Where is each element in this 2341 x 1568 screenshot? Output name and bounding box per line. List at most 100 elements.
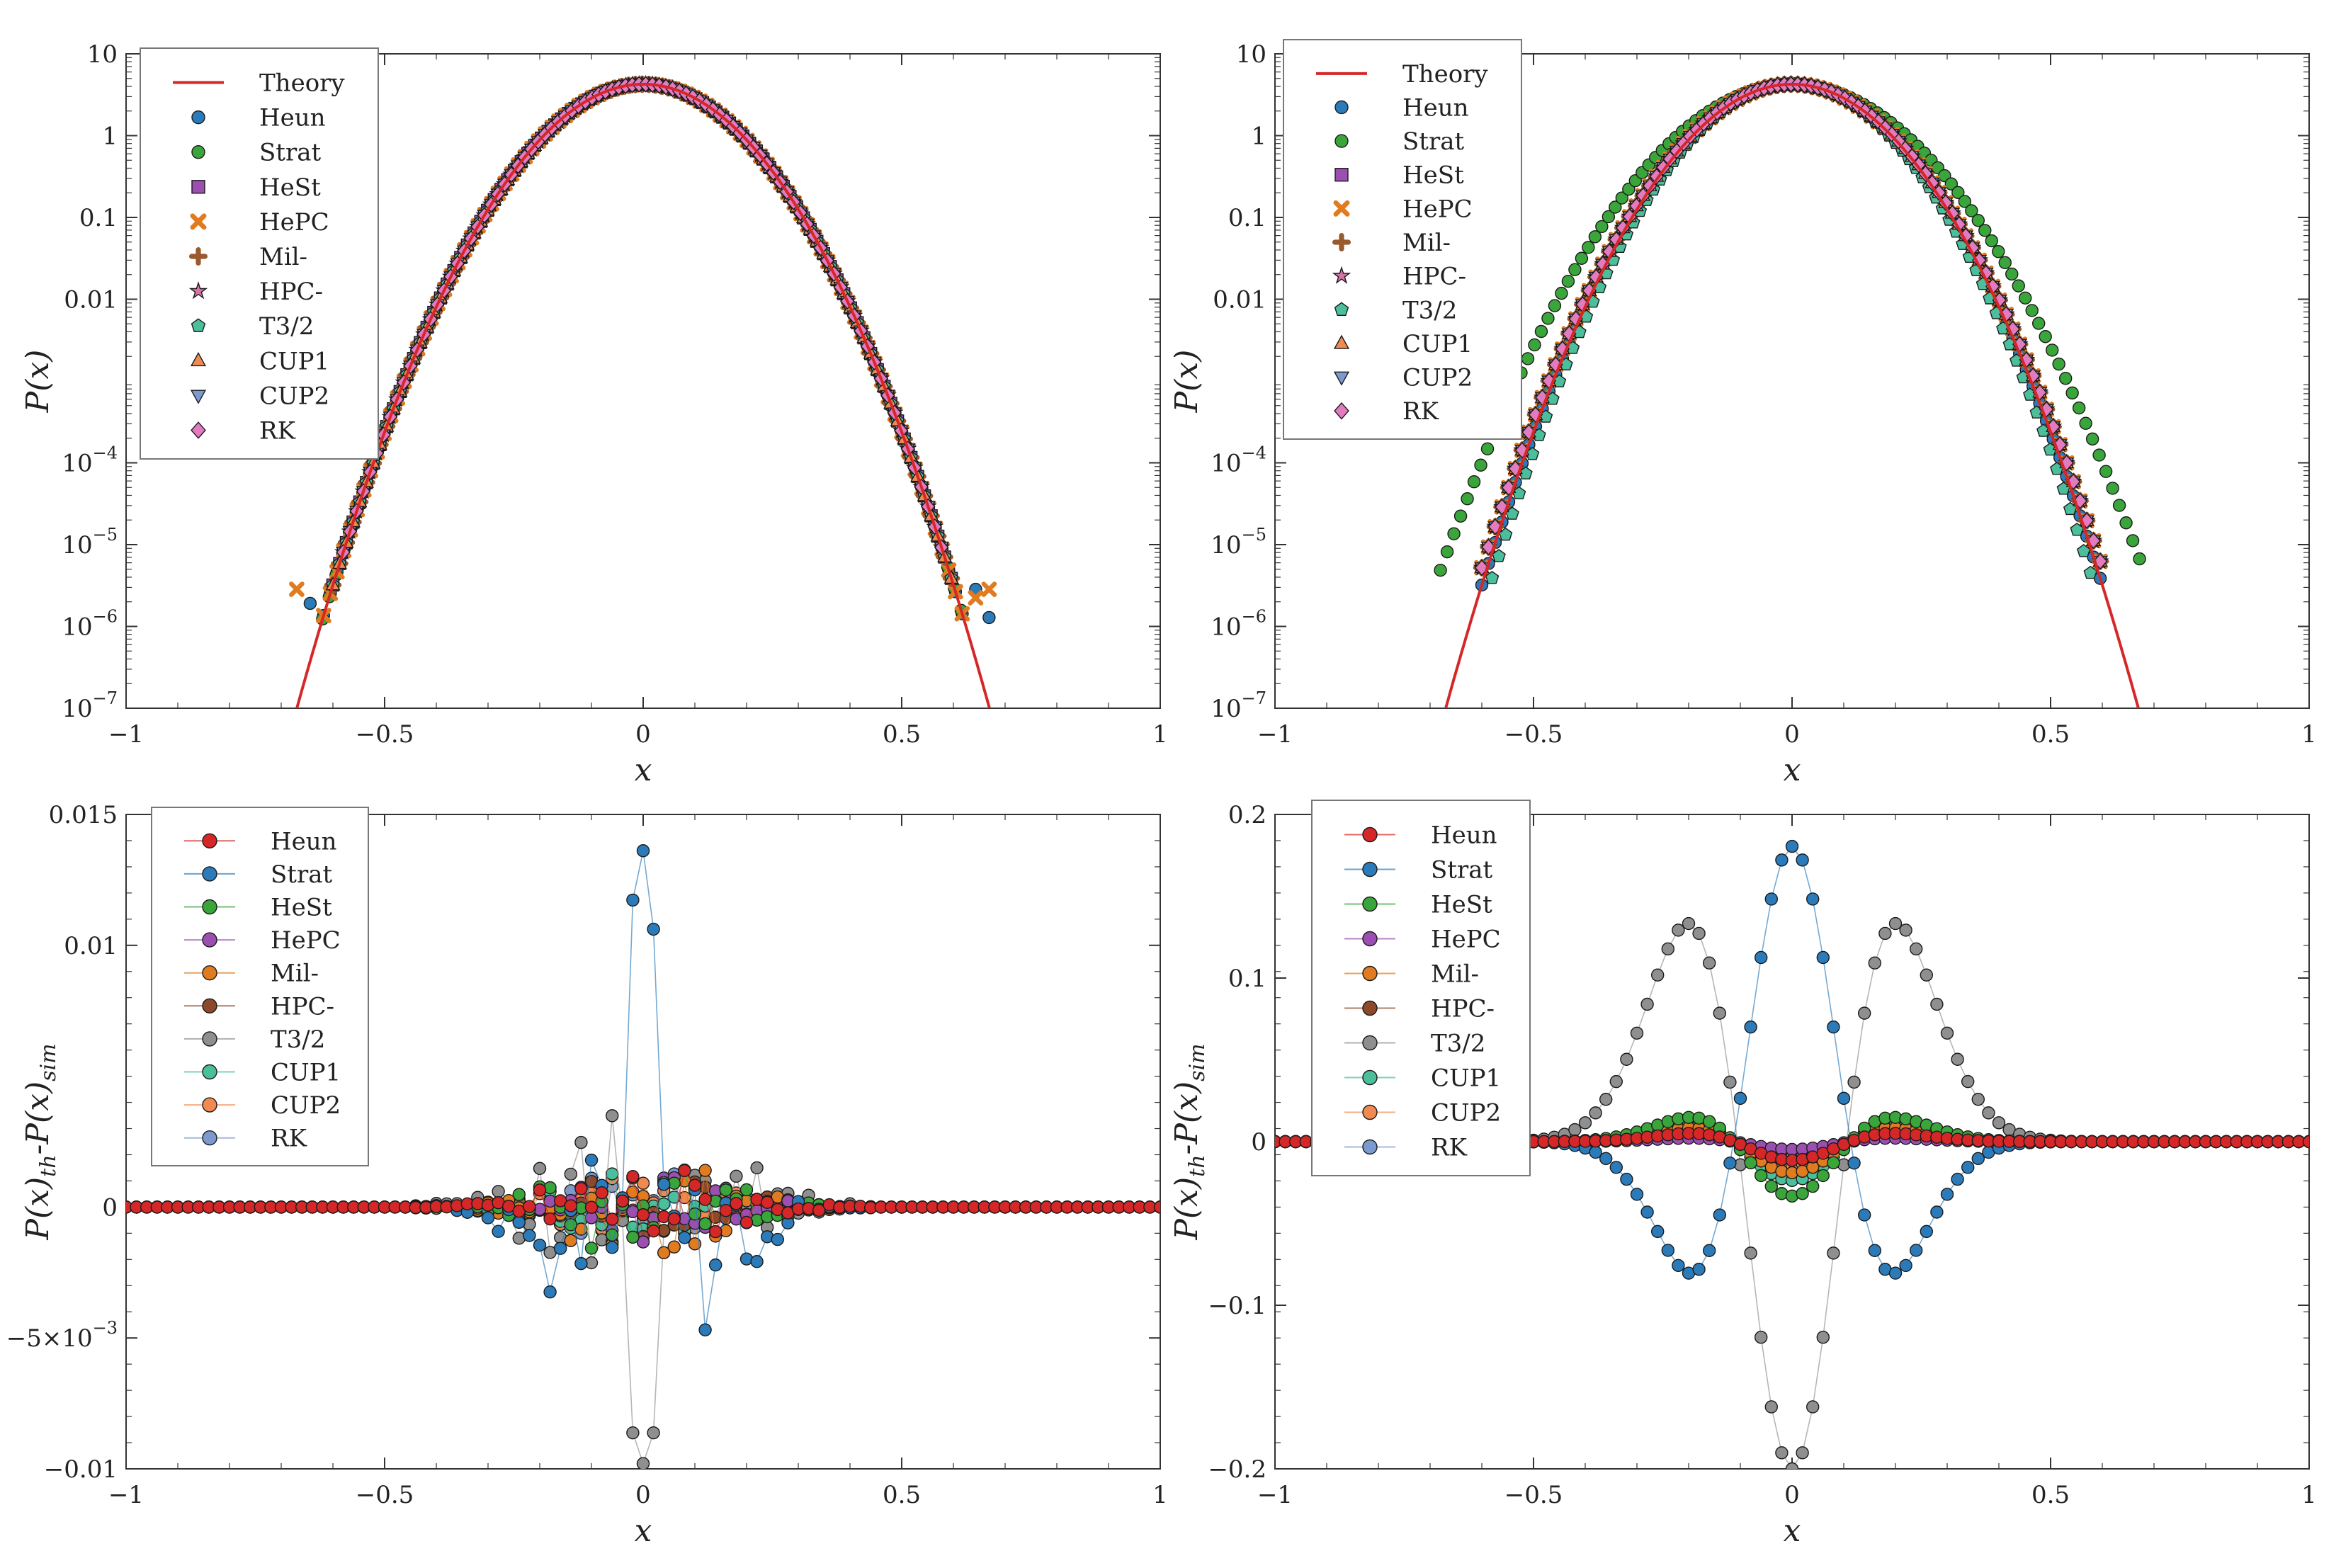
- y-tick-label: −0.01: [44, 1455, 118, 1484]
- data-point: [586, 1201, 598, 1213]
- y-axis-label-part: th: [36, 1154, 61, 1176]
- legend-label: HeSt: [1431, 891, 1492, 919]
- data-point: [1920, 969, 1932, 981]
- data-point: [1582, 242, 1594, 254]
- data-point: [1985, 235, 1997, 247]
- y-tick-exponent: −4: [93, 443, 118, 463]
- x-tick-label: 1: [1152, 720, 1168, 749]
- data-point: [627, 1171, 639, 1183]
- data-point: [1972, 1093, 1984, 1106]
- data-point: [606, 1229, 618, 1241]
- data-point: [1693, 1263, 1705, 1276]
- data-point: [771, 1234, 783, 1246]
- y-axis-label-part: P(x): [1169, 1177, 1205, 1241]
- data-point: [523, 1229, 535, 1242]
- y-axis-label: P(x)th-P(x)sim: [20, 1043, 61, 1240]
- data-point: [720, 1205, 732, 1217]
- data-point: [741, 1183, 753, 1195]
- data-point: [2080, 417, 2092, 429]
- data-point: [1993, 246, 2005, 258]
- legend-marker: [203, 1032, 217, 1046]
- data-point: [2133, 553, 2146, 565]
- data-point: [1786, 841, 1798, 853]
- data-point: [1951, 1174, 1963, 1186]
- data-point: [1672, 924, 1684, 936]
- panel-top-left: −1 −0.5 0 0.5 110−710−610−510−40.010.1110xP(…: [20, 40, 1168, 788]
- y-axis-label-part: th: [1185, 1154, 1210, 1176]
- y-tick-label: 10−7: [1211, 688, 1266, 723]
- legend-label: T3/2: [271, 1026, 325, 1054]
- data-point: [2019, 292, 2031, 304]
- y-tick-base: 10: [62, 695, 92, 723]
- data-point: [1589, 231, 1601, 243]
- data-point: [1555, 288, 1568, 300]
- data-point: [555, 1242, 567, 1254]
- data-point: [606, 1242, 618, 1254]
- data-point: [1641, 998, 1653, 1010]
- data-point: [586, 1242, 598, 1254]
- data-point: [1155, 1201, 1167, 1213]
- y-axis-label: P(x): [1169, 350, 1205, 414]
- y-tick-base: −5×10: [6, 1324, 93, 1353]
- data-point: [1475, 459, 1487, 471]
- data-point: [1848, 1076, 1860, 1088]
- x-tick-label: 1: [2301, 1481, 2317, 1509]
- panel-top-right: −1 −0.5 0 0.5 110−710−610−510−40.010.1110xP(…: [1169, 40, 2317, 788]
- y-tick-label: 0.1: [1228, 965, 1266, 993]
- data-point: [1683, 918, 1695, 930]
- legend-marker: [1335, 101, 1348, 113]
- data-point: [606, 1110, 618, 1122]
- data-point: [1580, 1117, 1592, 1129]
- series-T3/2: [1486, 78, 2097, 584]
- data-point: [751, 1161, 763, 1174]
- data-point: [1817, 1331, 1829, 1343]
- data-point: [1890, 1267, 1902, 1279]
- data-point: [1931, 998, 1943, 1010]
- data-point: [1859, 1209, 1871, 1221]
- x-axis-label: x: [635, 1513, 652, 1549]
- data-point: [1900, 924, 1912, 936]
- y-tick-exponent: −6: [1242, 607, 1266, 627]
- legend-label: RK: [1402, 397, 1439, 426]
- x-tick-label: 0.5: [2031, 720, 2070, 749]
- data-point: [2039, 331, 2051, 343]
- data-point: [2066, 387, 2078, 399]
- legend-label: Theory: [1402, 60, 1488, 89]
- data-point: [1724, 1157, 1736, 1169]
- data-point: [1993, 1117, 2005, 1129]
- data-point: [1796, 1447, 1808, 1459]
- x-tick-label: −1: [1257, 1481, 1293, 1509]
- data-point: [534, 1162, 546, 1174]
- legend-marker: [192, 111, 205, 124]
- data-point: [1610, 1161, 1622, 1174]
- legend-label: HPC-: [1431, 995, 1495, 1023]
- legend-marker: [1335, 169, 1348, 181]
- data-point: [1786, 1463, 1798, 1475]
- data-point: [1910, 1244, 1922, 1256]
- legend-label: HeSt: [1402, 161, 1464, 190]
- x-axis-label: x: [635, 752, 652, 788]
- legend-marker: [1363, 1140, 1377, 1154]
- data-point: [1848, 1157, 1860, 1169]
- series-line: [126, 1115, 1160, 1463]
- y-tick-exponent: −5: [1242, 525, 1266, 545]
- series-HePC: [291, 79, 994, 620]
- legend-marker: [1363, 1106, 1377, 1120]
- legend-label: HePC: [1402, 195, 1473, 223]
- data-point: [1529, 339, 1541, 351]
- legend-label: Strat: [271, 860, 332, 889]
- data-point: [1776, 1447, 1788, 1459]
- data-point: [1755, 951, 1767, 963]
- data-point: [1859, 1007, 1871, 1019]
- y-tick-label: 10−7: [62, 688, 118, 723]
- legend-label: CUP2: [259, 382, 329, 410]
- y-tick-label: 1: [1251, 123, 1266, 151]
- data-point: [637, 845, 650, 857]
- data-point: [1535, 326, 1547, 338]
- data-point: [647, 1427, 659, 1439]
- y-tick-label: −0.2: [1208, 1455, 1266, 1484]
- data-point: [1662, 943, 1674, 955]
- plot-area: [1430, 76, 2154, 766]
- data-point: [2046, 344, 2058, 356]
- data-point: [1652, 1225, 1664, 1237]
